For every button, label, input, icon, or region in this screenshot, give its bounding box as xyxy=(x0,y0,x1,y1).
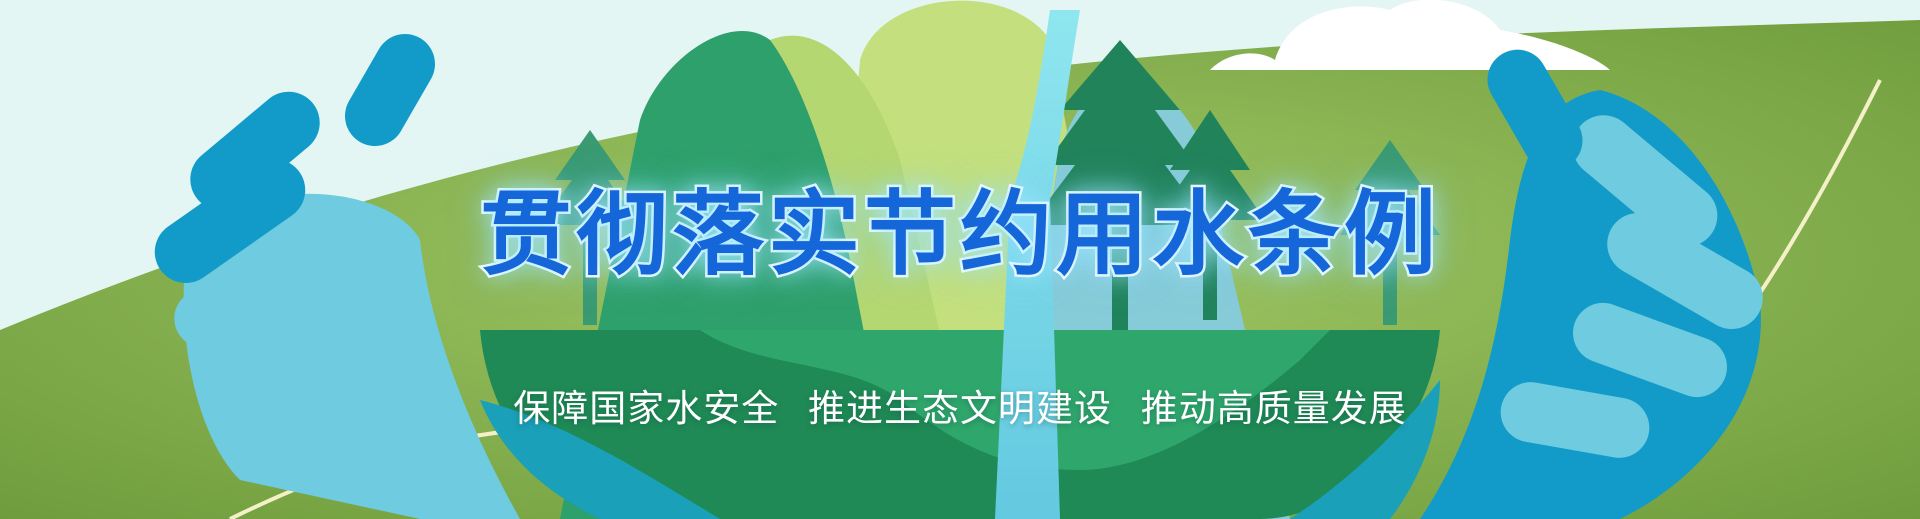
waterfall xyxy=(995,10,1080,519)
pine-trunk xyxy=(583,225,597,325)
right-finger xyxy=(1607,213,1763,329)
left-finger xyxy=(280,324,400,394)
pine-tree-group xyxy=(540,40,1440,335)
earth-sea xyxy=(480,400,720,519)
earth-sea xyxy=(1290,380,1440,519)
slogan-ecological-civilization: 推进生态文明建设 xyxy=(808,387,1112,430)
right-hand xyxy=(1420,49,1763,519)
slogan-water-security: 保障国家水安全 xyxy=(513,387,780,430)
left-finger xyxy=(190,91,320,211)
pine-tree xyxy=(1155,110,1265,220)
pine-tree xyxy=(540,130,640,225)
left-hand xyxy=(154,34,520,519)
right-finger xyxy=(1500,382,1650,458)
sky-area xyxy=(0,0,1920,330)
banner-subtitle: 保障国家水安全 推进生态文明建设 推动高质量发展 xyxy=(0,378,1920,432)
right-finger xyxy=(1572,115,1718,247)
slogan-high-quality-development: 推动高质量发展 xyxy=(1140,387,1407,430)
banner-title: 贯彻落实节约用水条例 xyxy=(477,179,1440,291)
left-finger xyxy=(174,250,316,348)
right-finger xyxy=(1573,302,1727,398)
pine-trunk xyxy=(1112,225,1128,335)
pine-tree xyxy=(1030,40,1210,225)
left-finger xyxy=(154,159,306,283)
left-finger xyxy=(345,34,435,146)
pine-tree xyxy=(1340,140,1440,235)
right-finger xyxy=(1487,49,1583,171)
pine-trunk xyxy=(1203,220,1217,320)
pine-trunk xyxy=(1383,235,1397,325)
